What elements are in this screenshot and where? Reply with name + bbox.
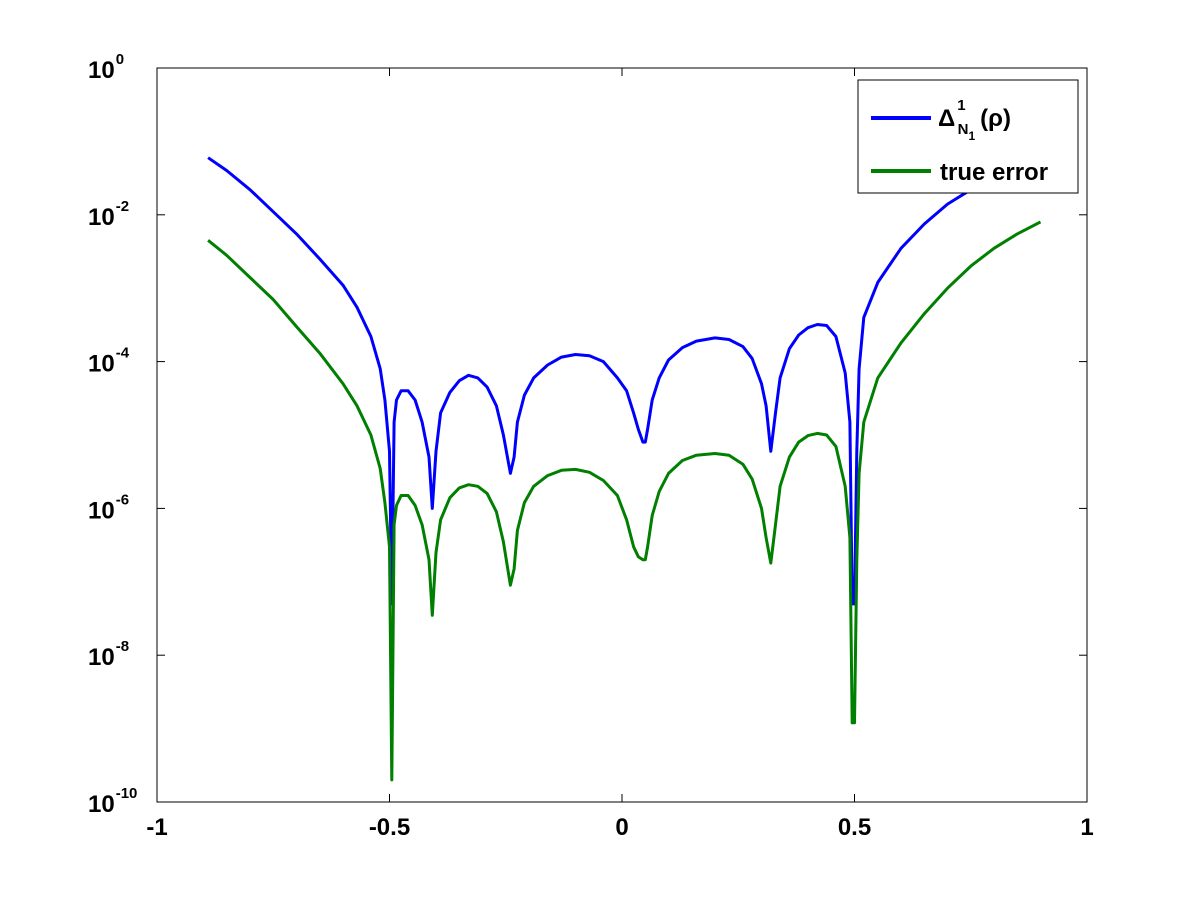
y-tick-label: 10-4 bbox=[88, 345, 130, 378]
y-tick-exponent: -6 bbox=[116, 491, 129, 508]
legend-delta-argument: (ρ) bbox=[980, 105, 1011, 132]
legend-box bbox=[857, 79, 1079, 194]
y-tick-base: 10 bbox=[88, 57, 115, 84]
legend-delta-superscript: 1 bbox=[957, 97, 965, 114]
legend-delta-symbol: Δ bbox=[938, 105, 955, 132]
y-tick-base: 10 bbox=[88, 791, 115, 818]
y-tick-exponent: -8 bbox=[116, 638, 129, 655]
series-line-true-error bbox=[207, 220, 1042, 782]
y-tick-base: 10 bbox=[88, 351, 115, 378]
y-tick-label: 100 bbox=[88, 51, 124, 84]
y-tick-base: 10 bbox=[88, 204, 115, 231]
x-tick-label: -0.5 bbox=[369, 814, 410, 841]
x-tick-label: 1 bbox=[1080, 814, 1093, 841]
series-line-delta-estimate bbox=[207, 156, 1042, 606]
x-tick-label: 0.5 bbox=[838, 814, 871, 841]
x-tick-label: 0 bbox=[615, 814, 628, 841]
series-layer bbox=[207, 156, 1042, 782]
legend: Δ 1 N1(ρ) true error bbox=[857, 79, 1079, 194]
legend-label-true-error: true error bbox=[940, 159, 1048, 186]
legend-label-delta: Δ 1 N1(ρ) bbox=[938, 97, 1011, 143]
y-tick-label: 10-2 bbox=[88, 198, 129, 231]
y-tick-exponent: -2 bbox=[116, 198, 129, 215]
y-tick-exponent: 0 bbox=[116, 51, 124, 68]
y-tick-exponent: -10 bbox=[116, 785, 138, 802]
legend-delta-subscript: N bbox=[958, 121, 969, 138]
y-tick-label: 10-8 bbox=[88, 638, 129, 671]
y-tick-base: 10 bbox=[88, 497, 115, 524]
y-tick-label: 10-6 bbox=[88, 491, 129, 524]
y-tick-exponent: -4 bbox=[116, 345, 130, 362]
y-tick-label: 10-10 bbox=[88, 785, 137, 818]
x-tick-label: -1 bbox=[146, 814, 167, 841]
legend-delta-subsubscript: 1 bbox=[968, 129, 975, 143]
y-tick-base: 10 bbox=[88, 644, 115, 671]
